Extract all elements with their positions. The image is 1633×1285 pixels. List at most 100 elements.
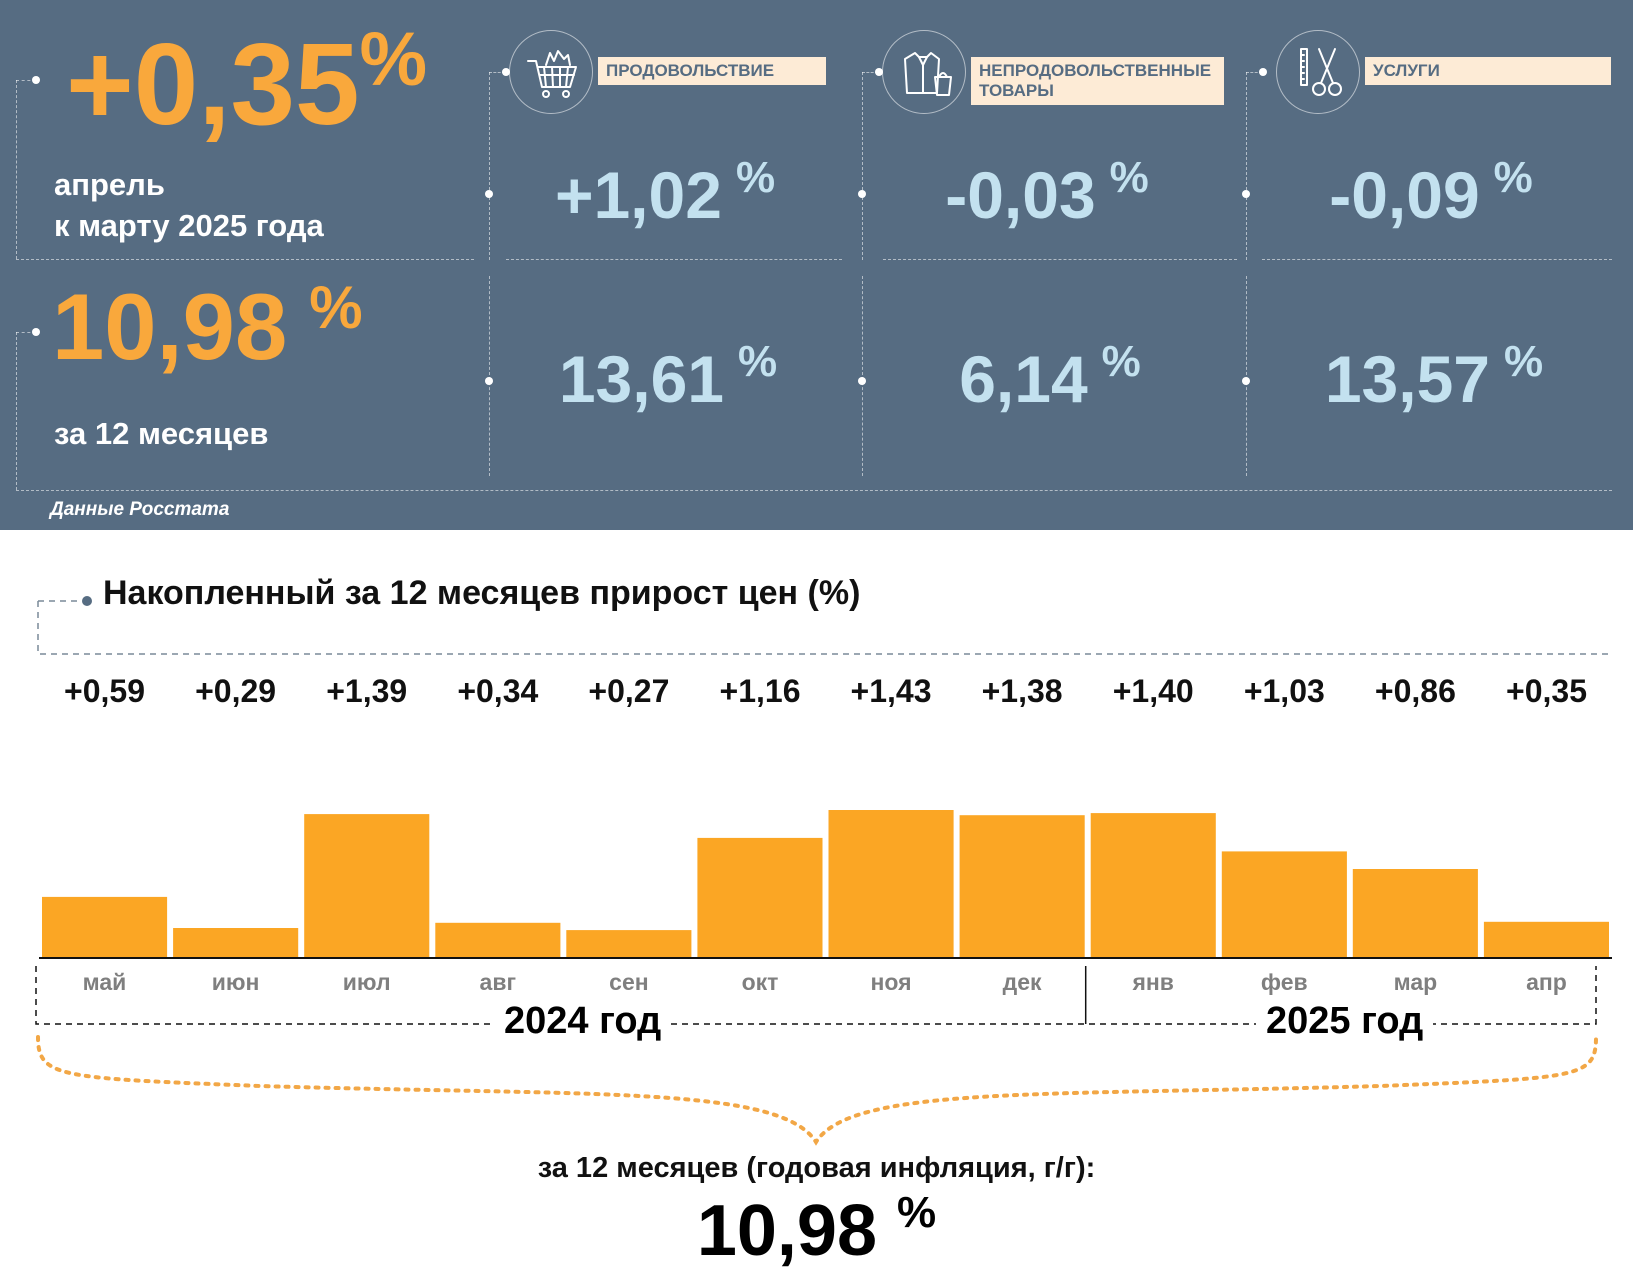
- divider: [883, 259, 1237, 260]
- bullet-dot: [32, 76, 40, 84]
- value-label-авг: +0,34: [457, 673, 538, 709]
- bullet-dot: [485, 190, 493, 198]
- shopping-cart-icon: [509, 30, 593, 114]
- nonfood-monthly-unit: %: [1109, 153, 1149, 202]
- connector: [862, 72, 878, 73]
- bar-окт: [697, 837, 823, 958]
- bullet-dot: [1259, 68, 1267, 76]
- category-label-nonfood: НЕПРОДОВОЛЬСТВЕННЫЕ ТОВАРЫ: [971, 57, 1224, 105]
- data-source: Данные Росстата: [50, 499, 230, 520]
- annual-inflation-footer-value: 10,98: [696, 1191, 878, 1271]
- value-label-ноя: +1,43: [851, 673, 932, 709]
- category-label-services: УСЛУГИ: [1365, 57, 1611, 85]
- bars-group: [42, 810, 1609, 958]
- nonfood-monthly: -0,03%: [872, 156, 1222, 229]
- month-label-июн: июн: [212, 969, 260, 995]
- month-label-янв: янв: [1131, 969, 1173, 995]
- divider: [489, 276, 490, 476]
- food-annual-value: 13,61: [558, 342, 725, 416]
- annual-inflation: 10,98%: [52, 278, 363, 374]
- month-label-июл: июл: [343, 969, 391, 995]
- bar-chart: +0,59 +0,29 +1,39 +0,34 +0,27 +1,16 +1,43 +1,38…: [35, 596, 1612, 1146]
- summary-panel: +0,35% апрель к марту 2025 года 10,98% з…: [0, 0, 1633, 530]
- divider: [1246, 72, 1247, 260]
- food-monthly: +1,02%: [500, 156, 830, 229]
- connector: [16, 80, 36, 81]
- year-bracket: [35, 966, 1597, 1025]
- monthly-inflation: +0,35%: [66, 22, 427, 143]
- category-label-nonfood-text: НЕПРОДОВОЛЬСТВЕННЫЕ ТОВАРЫ: [979, 61, 1212, 100]
- bullet-dot: [858, 377, 866, 385]
- services-annual: 13,57%: [1256, 340, 1612, 413]
- services-annual-value: 13,57: [1324, 342, 1491, 416]
- month-label-мар: мар: [1394, 969, 1438, 995]
- services-monthly: -0,09%: [1256, 156, 1606, 229]
- bullet-dot: [32, 328, 40, 336]
- bar-ноя: [828, 810, 954, 958]
- bar-мар: [1352, 869, 1478, 958]
- bar-июн: [173, 928, 299, 958]
- annual-inflation-value: 10,98: [52, 274, 288, 379]
- clothing-bag-icon: [882, 30, 966, 114]
- connector: [1246, 72, 1262, 73]
- value-label-мар: +0,86: [1375, 673, 1456, 709]
- services-annual-unit: %: [1504, 337, 1544, 386]
- food-annual-unit: %: [738, 337, 778, 386]
- divider: [862, 276, 863, 476]
- value-label-окт: +1,16: [720, 673, 801, 709]
- value-label-апр: +0,35: [1506, 673, 1587, 709]
- year-label-2025: 2025 год: [1256, 1000, 1434, 1043]
- year-label-2024: 2024 год: [494, 1000, 672, 1043]
- monthly-inflation-caption: апрель к марту 2025 года: [54, 164, 324, 246]
- month-label-ноя: ноя: [870, 969, 911, 995]
- title-bullet: [82, 596, 92, 606]
- value-labels-group: +0,59 +0,29 +1,39 +0,34 +0,27 +1,16 +1,43 +1,38…: [64, 673, 1587, 709]
- bar-апр: [1483, 921, 1609, 958]
- month-label-апр: апр: [1526, 969, 1567, 995]
- bar-янв: [1090, 813, 1216, 958]
- orange-brace: [36, 1035, 1598, 1146]
- divider: [1262, 259, 1612, 260]
- bar-сен: [566, 930, 692, 958]
- divider: [16, 259, 474, 260]
- nonfood-annual: 6,14%: [872, 340, 1228, 413]
- month-label-дек: дек: [1003, 969, 1042, 995]
- bullet-dot: [1242, 377, 1250, 385]
- food-annual: 13,61%: [500, 340, 836, 413]
- value-label-май: +0,59: [64, 673, 145, 709]
- monthly-caption-line1: апрель: [54, 167, 165, 202]
- chart-title: Накопленный за 12 месяцев прирост цен (%…: [103, 574, 861, 612]
- value-label-июн: +0,29: [195, 673, 276, 709]
- services-monthly-unit: %: [1493, 153, 1533, 202]
- divider: [1246, 276, 1247, 476]
- value-label-сен: +0,27: [588, 673, 669, 709]
- divider: [16, 332, 17, 490]
- month-label-сен: сен: [609, 969, 648, 995]
- month-labels-group: май июн июл авг сен окт ноя дек янв фев мар апр: [83, 969, 1567, 995]
- bullet-dot: [502, 68, 510, 76]
- value-label-янв: +1,40: [1113, 673, 1194, 709]
- divider: [506, 259, 842, 260]
- bullet-dot: [485, 377, 493, 385]
- bullet-dot: [875, 68, 883, 76]
- bar-май: [42, 896, 168, 958]
- food-monthly-unit: %: [735, 153, 776, 202]
- food-monthly-value: +1,02: [554, 158, 722, 232]
- bar-дек: [959, 815, 1085, 958]
- monthly-caption-line2: к марту 2025 года: [54, 208, 324, 243]
- annual-inflation-caption: за 12 месяцев: [54, 416, 269, 451]
- bullet-dot: [1242, 190, 1250, 198]
- value-label-фев: +1,03: [1244, 673, 1325, 709]
- month-label-окт: окт: [742, 969, 779, 995]
- annual-inflation-footer-caption: за 12 месяцев (годовая инфляция, г/г):: [537, 1152, 1096, 1184]
- month-label-фев: фев: [1261, 969, 1308, 995]
- connector: [489, 72, 505, 73]
- value-label-дек: +1,38: [982, 673, 1063, 709]
- scissors-comb-icon: [1276, 30, 1360, 114]
- nonfood-annual-unit: %: [1101, 337, 1141, 386]
- divider: [489, 72, 490, 260]
- month-label-авг: авг: [480, 969, 517, 995]
- monthly-inflation-unit: %: [359, 17, 428, 102]
- month-label-май: май: [83, 969, 127, 995]
- divider: [862, 72, 863, 260]
